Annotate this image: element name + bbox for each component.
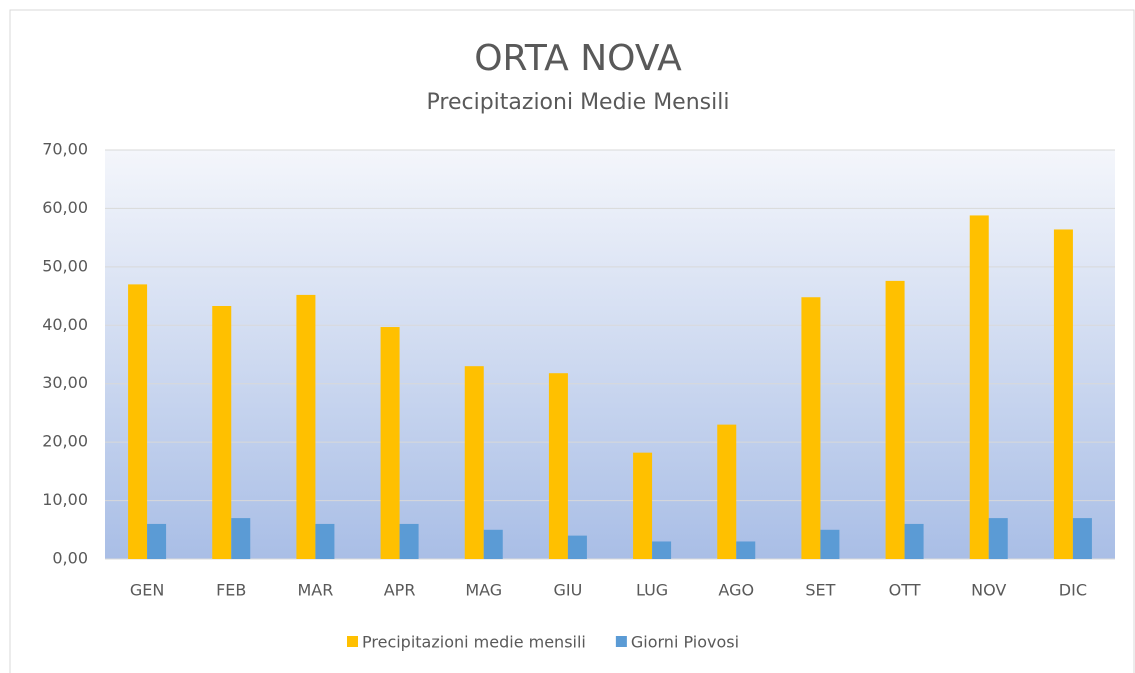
x-tick-label: GEN (130, 581, 164, 600)
y-tick-label: 60,00 (42, 198, 88, 217)
y-tick-label: 40,00 (42, 315, 88, 334)
plot-area (105, 150, 1115, 559)
bar (315, 523, 335, 559)
bar (1072, 518, 1092, 559)
bar (988, 518, 1008, 559)
bar (801, 297, 821, 559)
x-tick-label: GIU (554, 581, 583, 600)
y-tick-label: 50,00 (42, 256, 88, 275)
legend-label: Precipitazioni medie mensili (362, 633, 586, 652)
bar (1053, 229, 1073, 559)
bar (380, 327, 400, 559)
legend-swatch (615, 636, 627, 647)
chart-title: ORTA NOVA (474, 38, 682, 79)
bar (567, 535, 587, 559)
y-tick-label: 10,00 (42, 490, 88, 509)
x-tick-label: DIC (1059, 581, 1087, 600)
bar (652, 541, 672, 559)
bar (464, 366, 484, 559)
bar (736, 541, 756, 559)
y-tick-label: 20,00 (42, 432, 88, 451)
bar (212, 306, 232, 559)
bar (231, 518, 251, 559)
x-tick-label: MAR (297, 581, 333, 600)
y-tick-label: 0,00 (52, 549, 88, 568)
bar (399, 523, 419, 559)
legend-swatch (347, 636, 358, 647)
bar (633, 452, 653, 559)
x-tick-label: APR (384, 581, 416, 600)
bar (904, 523, 924, 559)
bar (483, 529, 503, 559)
bar (717, 424, 737, 559)
bar (885, 280, 905, 559)
y-tick-label: 30,00 (42, 373, 88, 392)
x-tick-label: LUG (636, 581, 668, 600)
x-tick-label: MAG (465, 581, 502, 600)
bar (296, 294, 316, 559)
x-tick-label: SET (805, 581, 835, 600)
x-tick-label: NOV (971, 581, 1006, 600)
chart-subtitle: Precipitazioni Medie Mensili (427, 90, 730, 115)
bar (548, 373, 568, 559)
x-tick-label: FEB (216, 581, 246, 600)
legend-label: Giorni Piovosi (631, 633, 739, 652)
y-tick-label: 70,00 (42, 140, 88, 159)
bar (128, 284, 148, 559)
bar (147, 523, 167, 559)
bar (820, 529, 840, 559)
x-tick-label: OTT (889, 581, 921, 600)
bar (969, 215, 989, 559)
x-tick-label: AGO (718, 581, 754, 600)
